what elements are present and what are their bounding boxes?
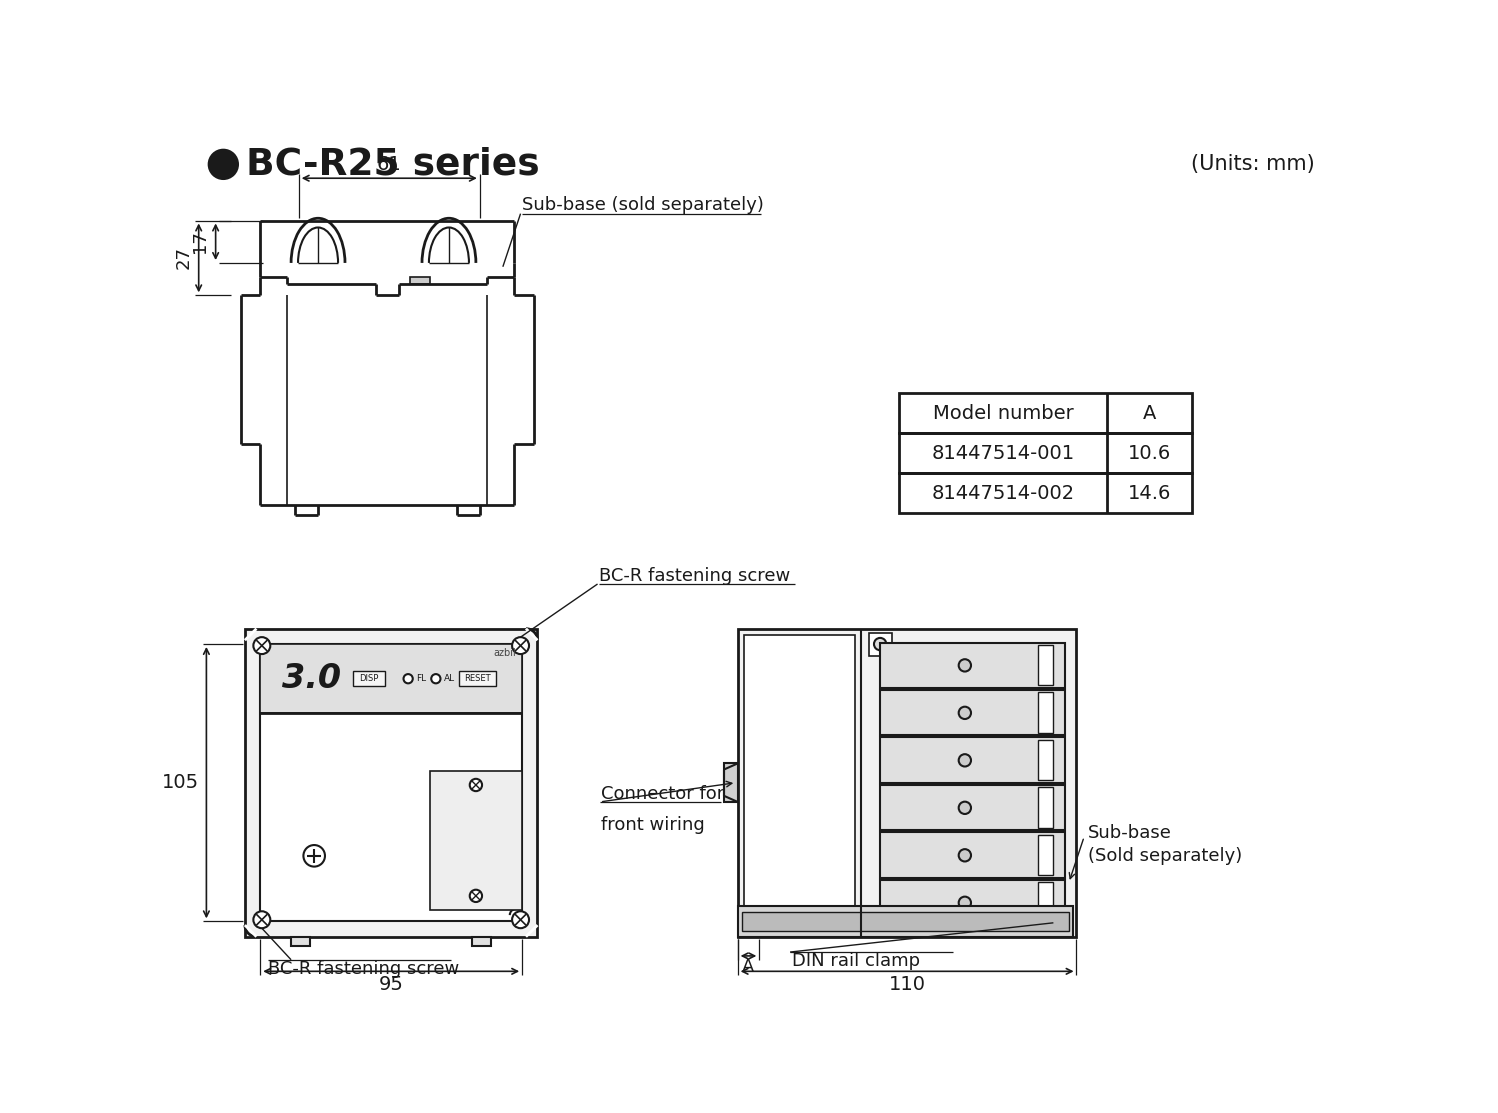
Circle shape — [959, 707, 971, 719]
Circle shape — [959, 659, 971, 671]
Text: 81447514-002: 81447514-002 — [932, 484, 1076, 503]
Bar — [410, 277, 430, 285]
Bar — [261, 644, 523, 713]
Circle shape — [512, 637, 529, 654]
Text: FL: FL — [416, 674, 425, 683]
Bar — [745, 634, 855, 930]
Bar — [430, 771, 523, 909]
Text: 17: 17 — [192, 230, 210, 253]
Circle shape — [873, 638, 887, 650]
Text: AL: AL — [443, 674, 455, 683]
Text: azbil: azbil — [493, 648, 515, 658]
Bar — [881, 880, 1065, 925]
Text: 3.0: 3.0 — [282, 662, 342, 696]
Bar — [742, 912, 1068, 930]
Text: front wiring: front wiring — [601, 816, 706, 834]
Text: Model number: Model number — [933, 404, 1074, 423]
Circle shape — [959, 849, 971, 861]
Text: Sub-base: Sub-base — [1088, 824, 1171, 841]
Bar — [881, 642, 1065, 688]
Text: 110: 110 — [888, 975, 926, 994]
Text: RESET: RESET — [464, 674, 491, 683]
Bar — [244, 629, 538, 937]
Bar — [1038, 883, 1053, 923]
Text: BC-R fastening screw: BC-R fastening screw — [599, 568, 791, 585]
Circle shape — [431, 674, 440, 683]
Bar — [1038, 644, 1053, 686]
Circle shape — [403, 674, 413, 683]
Circle shape — [959, 897, 971, 909]
Circle shape — [253, 912, 270, 928]
Bar — [291, 937, 310, 946]
Bar — [881, 738, 1065, 782]
Bar — [472, 937, 491, 946]
Circle shape — [512, 912, 529, 928]
Text: 95: 95 — [379, 975, 403, 994]
Text: A: A — [1143, 404, 1156, 423]
Text: A: A — [743, 958, 755, 976]
Circle shape — [959, 755, 971, 767]
Text: 105: 105 — [162, 774, 199, 792]
Bar — [737, 906, 1073, 937]
Circle shape — [253, 637, 270, 654]
Bar — [724, 764, 737, 802]
Bar — [869, 632, 891, 656]
Bar — [881, 690, 1065, 736]
Bar — [261, 644, 523, 922]
Text: 81447514-001: 81447514-001 — [932, 444, 1076, 463]
Text: Sub-base (sold separately): Sub-base (sold separately) — [523, 196, 764, 214]
Text: Connector for: Connector for — [601, 785, 725, 804]
Bar — [899, 393, 1192, 433]
Circle shape — [304, 845, 325, 867]
Bar — [1038, 740, 1053, 780]
Circle shape — [470, 889, 482, 902]
Text: (Units: mm): (Units: mm) — [1191, 155, 1315, 175]
Circle shape — [208, 150, 238, 179]
Circle shape — [959, 801, 971, 814]
Bar — [881, 785, 1065, 830]
Text: BC-R fastening screw: BC-R fastening screw — [268, 961, 460, 978]
Bar — [458, 671, 496, 687]
Bar — [1038, 787, 1053, 828]
Bar — [1038, 835, 1053, 875]
Bar — [1038, 692, 1053, 732]
Text: DISP: DISP — [360, 674, 379, 683]
Bar — [881, 833, 1065, 878]
Bar — [737, 629, 1077, 937]
Text: BC-R25 series: BC-R25 series — [247, 147, 541, 183]
Bar — [899, 433, 1192, 473]
Text: 27: 27 — [175, 246, 193, 269]
Bar — [899, 473, 1192, 513]
Text: (Sold separately): (Sold separately) — [1088, 847, 1242, 865]
Bar — [352, 671, 385, 687]
Text: DIN rail clamp: DIN rail clamp — [791, 953, 920, 971]
Text: 61: 61 — [377, 155, 401, 174]
Circle shape — [470, 779, 482, 791]
Text: 10.6: 10.6 — [1128, 444, 1171, 463]
Text: 14.6: 14.6 — [1128, 484, 1171, 503]
